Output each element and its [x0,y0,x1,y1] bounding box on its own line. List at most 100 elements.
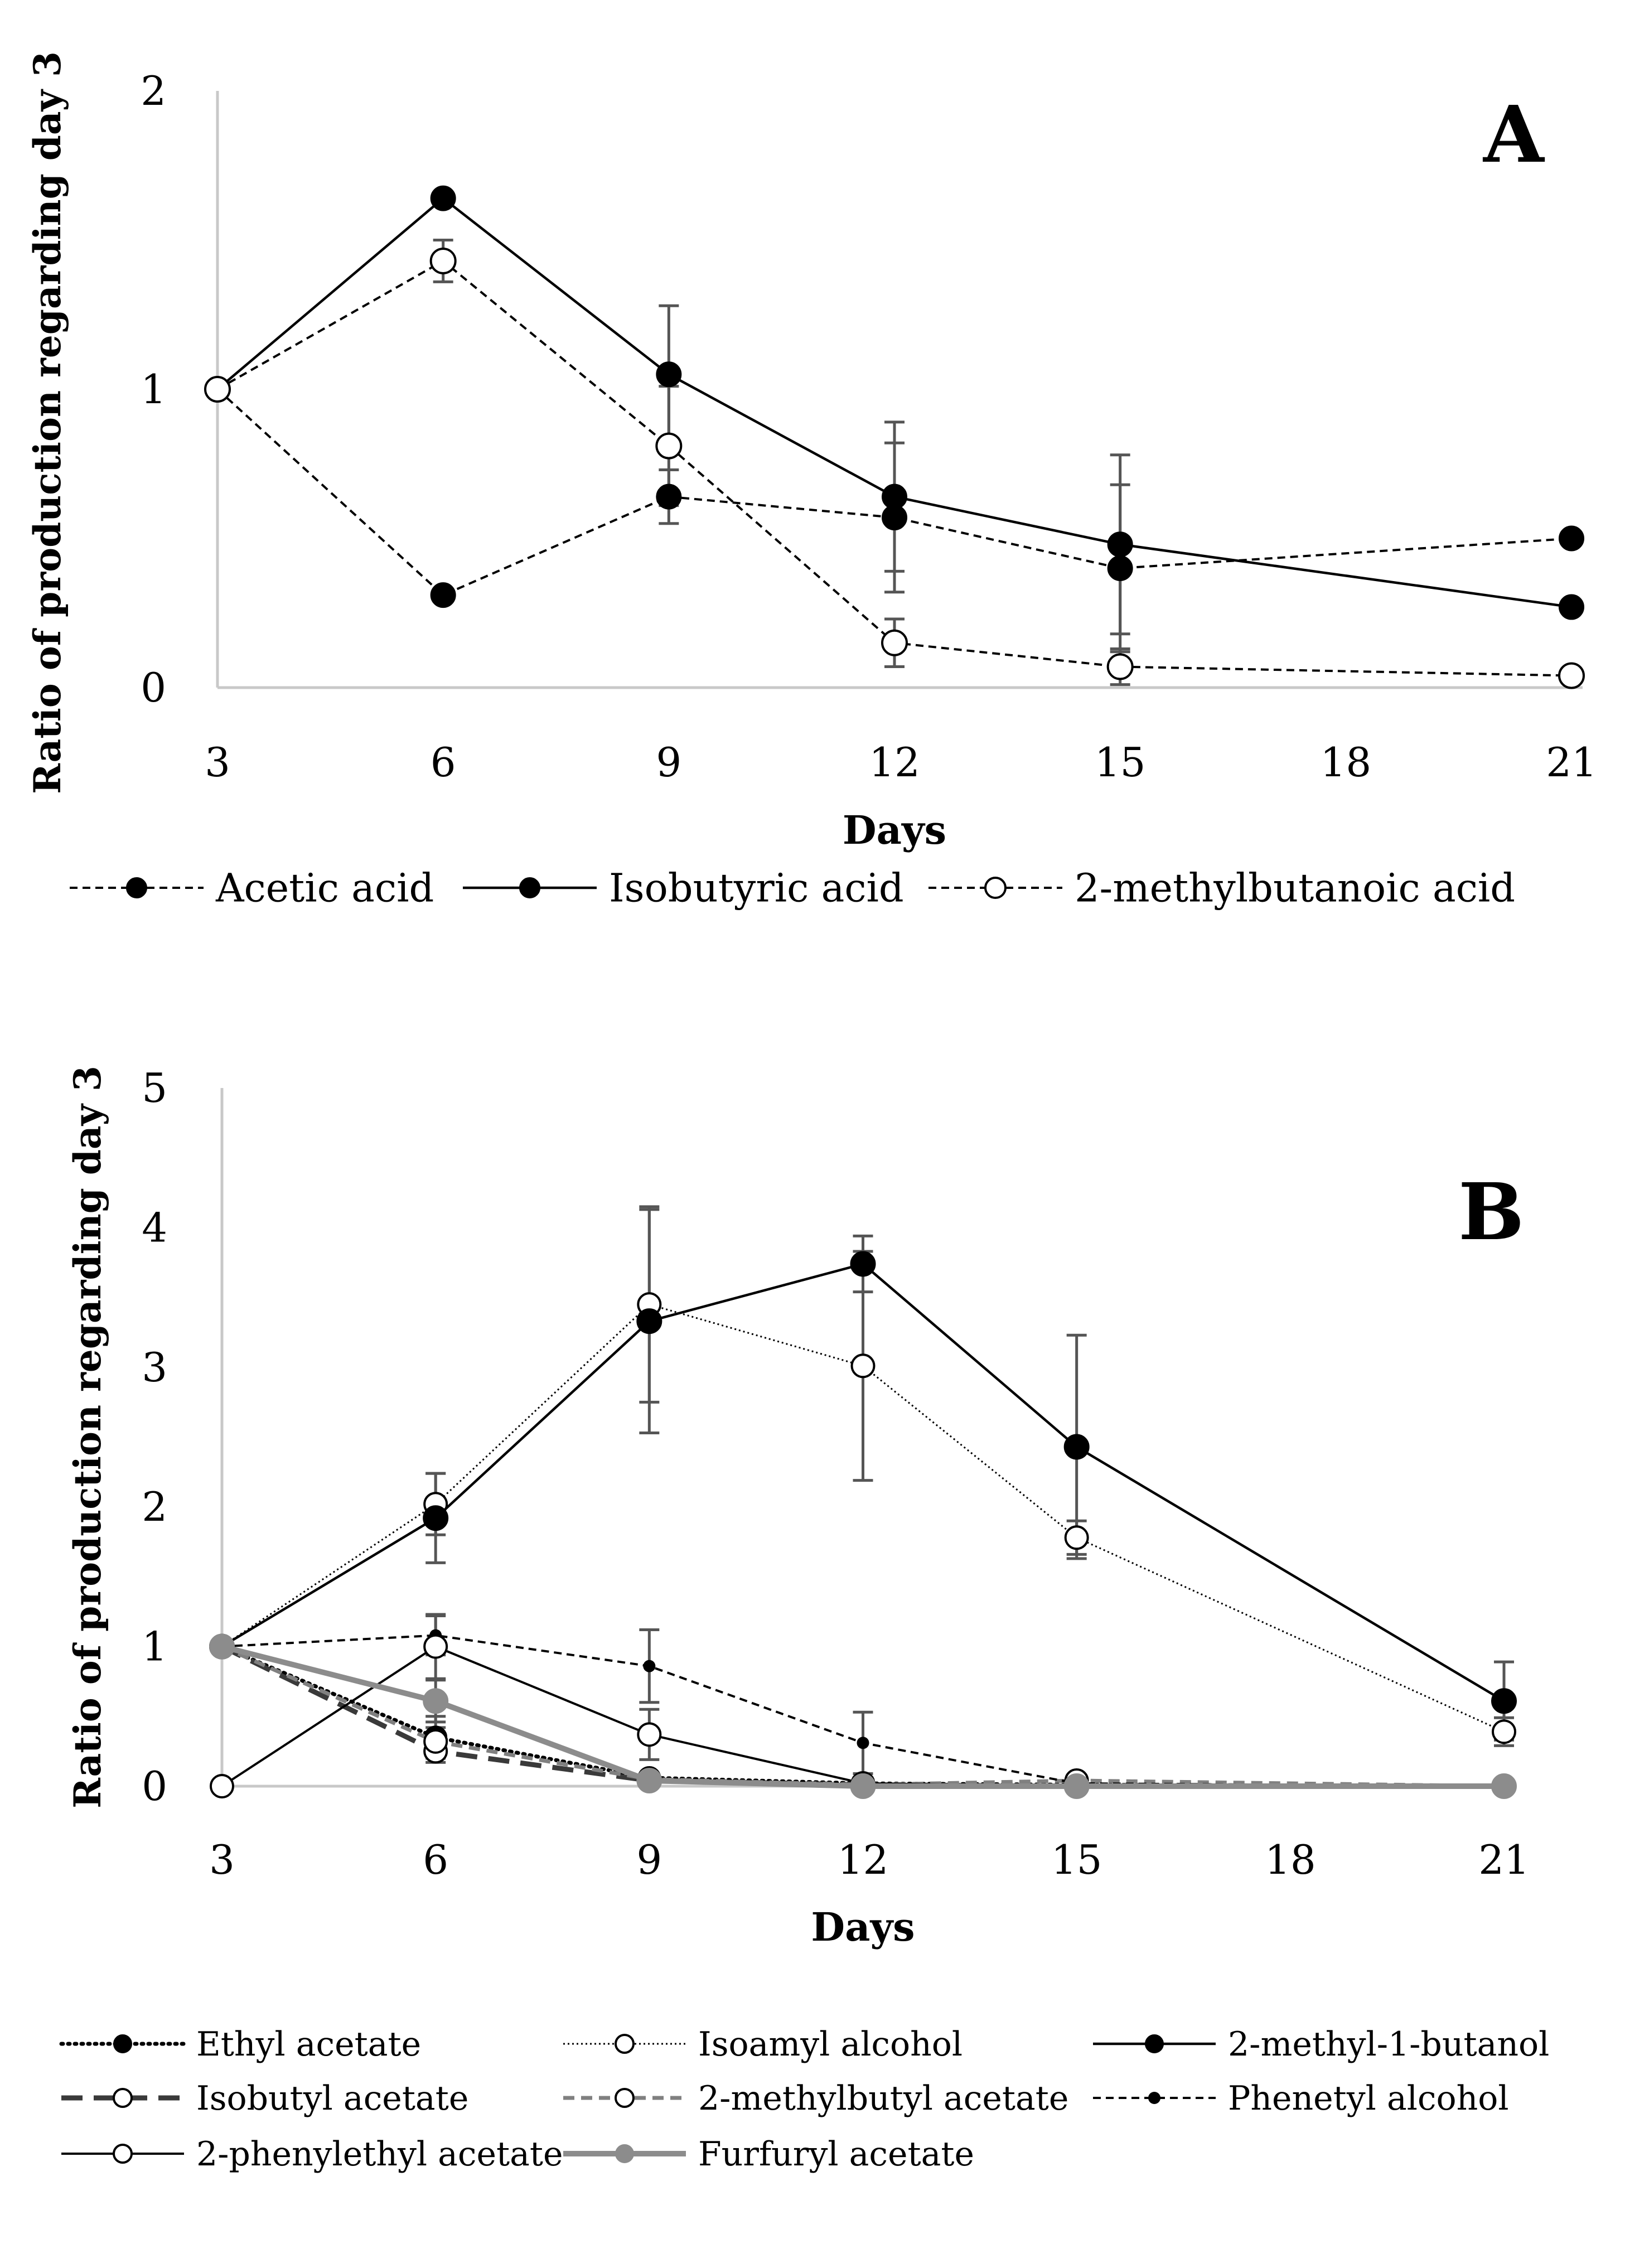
x-axis-label: Days [811,1904,915,1950]
x-tick-label: 15 [1095,739,1146,786]
data-point [430,185,456,211]
legend-item-2-methylbutyl-acetate: 2-methylbutyl acetate [563,2079,1068,2118]
data-point [423,1634,448,1659]
legend-marker [126,877,147,898]
series-line [221,1303,1505,1733]
x-tick-label: 3 [205,739,230,786]
data-point [850,1773,876,1799]
x-tick-label: 9 [656,739,681,786]
x-tick-label: 15 [1051,1836,1102,1883]
data-point [1063,1434,1090,1460]
data-point [1558,662,1585,689]
x-tick-label: 12 [838,1836,889,1883]
legend-item-2-phenylethyl-acetate: 2-phenylethyl acetate [61,2135,563,2174]
x-tick-label: 21 [1546,739,1597,786]
data-point [209,1633,235,1660]
panel-letter: A [1482,89,1545,181]
x-axis-label: Days [843,807,946,853]
legend-item-2-methylbutanoic-acid: 2-methylbutanoic acid [928,865,1515,911]
series-line [216,388,1572,597]
data-point [429,247,457,274]
data-point [430,582,456,608]
data-point [204,376,231,403]
data-point [655,432,683,460]
series-line [221,1634,1505,1787]
data-point [643,1660,656,1672]
y-tick-label: 1 [142,1623,167,1670]
x-tick-label: 18 [1265,1836,1316,1883]
data-point [1107,531,1133,558]
y-tick-label: 3 [142,1344,167,1391]
legend-panel-b: Ethyl acetate Isoamyl alcohol 2-methyl-1-b… [59,2025,1549,2174]
legend-label: 2-methylbutyl acetate [698,2079,1068,2118]
data-point [423,1505,449,1531]
data-point [637,1722,662,1747]
series-line [221,1263,1505,1703]
legend-item-isoamyl-alcohol: Isoamyl alcohol [563,2025,963,2064]
y-axis-label: Ratio of production regarding day 3 [66,1066,109,1808]
data-point [1491,1688,1517,1714]
legend-item-2-methyl-1-butanol: 2-methyl-1-butanol [1093,2025,1549,2064]
series-isobutyric-acid [205,185,1584,620]
legend-label: Furfuryl acetate [698,2135,974,2174]
y-tick-label: 2 [142,1483,167,1530]
data-point [1492,1719,1516,1744]
data-point [636,1767,662,1793]
legend-marker [984,877,1007,899]
data-point [850,1251,876,1277]
legend-marker [1145,2034,1164,2053]
data-point [1063,1773,1090,1799]
legend-item-phenetyl-alcohol: Phenetyl alcohol [1093,2079,1509,2118]
series-line [216,196,1572,608]
y-tick-label: 0 [142,1763,167,1810]
data-point [1559,525,1584,552]
legend-marker [113,2088,133,2108]
panel-letter: B [1458,1167,1524,1258]
y-axis-label: Ratio of production regarding day 3 [26,51,69,794]
legend-label: 2-phenylethyl acetate [196,2135,563,2174]
data-point [882,483,907,510]
legend-label: Acetic acid [215,865,434,911]
data-point [423,1729,448,1754]
data-point [210,1774,234,1798]
data-point [1559,594,1584,620]
data-point [850,1353,876,1379]
legend-marker [113,2144,133,2164]
x-tick-label: 12 [869,739,920,786]
legend-marker [113,2034,132,2053]
x-tick-label: 21 [1478,1836,1530,1883]
data-point [1064,1525,1089,1550]
legend-item-acetic-acid: Acetic acid [70,865,434,911]
x-tick-label: 9 [636,1836,662,1883]
legend-marker [615,2144,634,2163]
legend-label: 2-methylbutanoic acid [1075,865,1515,911]
legend-label: Isobutyric acid [609,865,904,911]
y-tick-label: 1 [141,366,166,413]
y-tick-label: 0 [141,664,166,711]
legend-item-ethyl-acetate: Ethyl acetate [59,2025,421,2064]
data-point [1106,653,1134,680]
data-point [423,1688,449,1714]
series-line [221,1643,1504,1789]
legend-label: Isoamyl alcohol [698,2025,963,2064]
x-tick-label: 3 [209,1836,235,1883]
legend-label: 2-methyl-1-butanol [1228,2025,1549,2064]
x-tick-label: 6 [431,739,456,786]
legend-marker [519,877,540,898]
y-tick-label: 5 [142,1065,167,1111]
legend-marker [615,2034,635,2054]
legend-marker [615,2088,635,2108]
legend-label: Phenetyl alcohol [1228,2079,1509,2118]
legend-panel-a: Acetic acid Isobutyric acid 2-methylbutano… [70,865,1515,911]
x-tick-label: 6 [423,1836,448,1883]
legend-item-isobutyric-acid: Isobutyric acid [463,865,904,911]
data-point [1107,555,1133,581]
x-tick-label: 18 [1321,739,1372,786]
legend-label: Ethyl acetate [196,2025,421,2064]
series-isoamyl-alcohol [210,1292,1516,1744]
series-2-methylbutanoic-acid [204,247,1585,689]
data-point [656,483,682,510]
